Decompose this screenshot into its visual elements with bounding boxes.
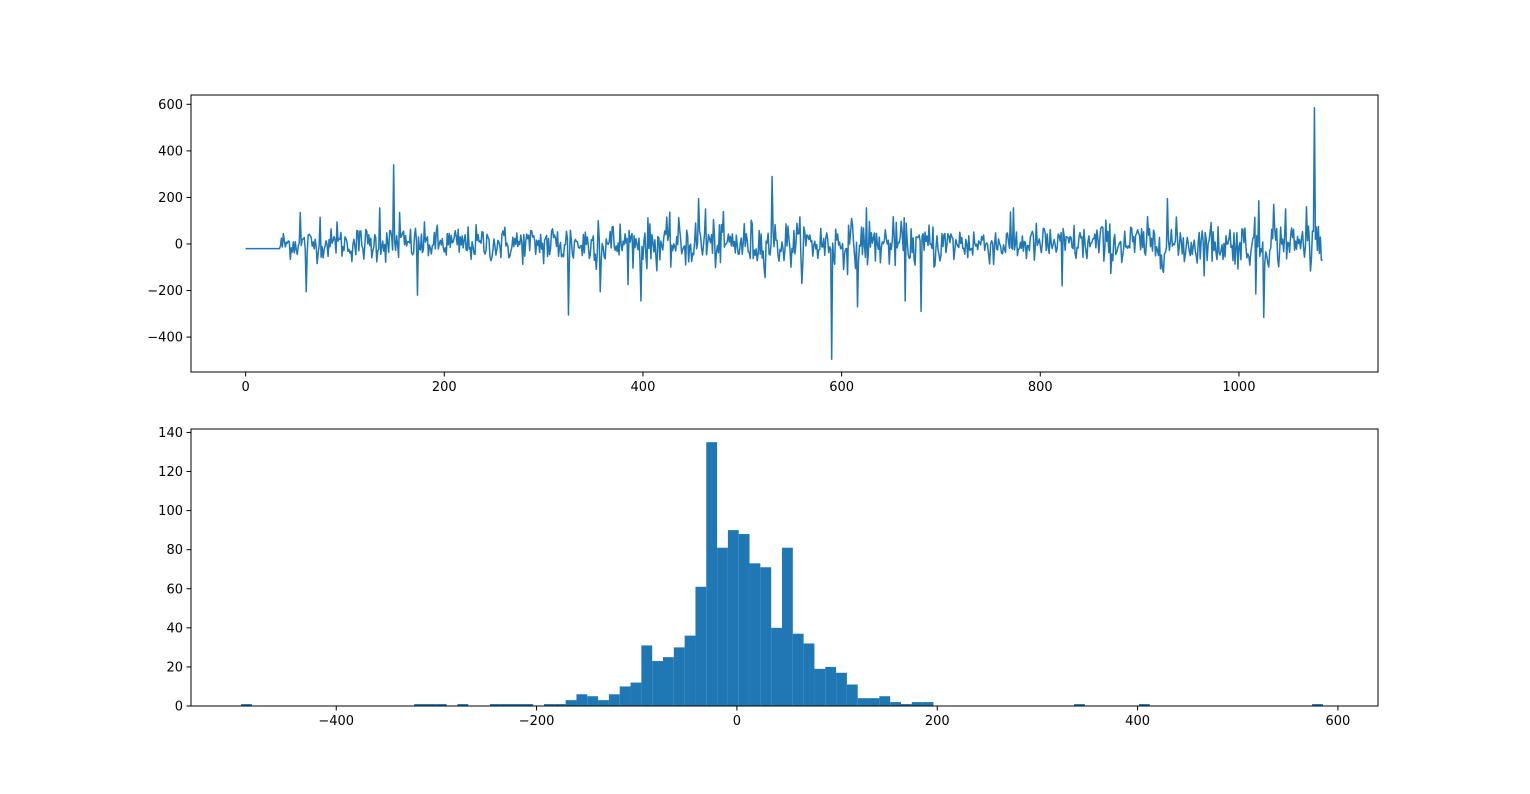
histogram-bars	[241, 442, 1323, 706]
histogram-y-tick-label: 80	[166, 543, 183, 558]
histogram-bar	[857, 698, 869, 706]
histogram-bar	[619, 686, 631, 706]
histogram-bar	[717, 547, 728, 706]
histogram-x-tick-label: 600	[1326, 714, 1351, 729]
histogram-bar	[911, 702, 923, 706]
histogram-bar	[846, 684, 858, 706]
time-series-y-tick-label: 600	[158, 98, 183, 113]
time-series-x-tick-label: 400	[631, 380, 656, 395]
histogram-y-tick-label: 100	[158, 504, 183, 519]
histogram-bar	[781, 547, 793, 706]
histogram-bar	[684, 635, 696, 706]
histogram-y-tick-label: 20	[166, 660, 183, 675]
histogram-bar	[706, 442, 718, 706]
histogram-bar	[673, 647, 685, 706]
time-series-y-ticks: −400 −200 0 200 400 600	[147, 98, 191, 346]
histogram-bar	[922, 702, 934, 706]
histogram-bar	[738, 534, 750, 706]
time-series-y-tick-label: 400	[158, 144, 183, 159]
histogram-bar	[565, 700, 577, 706]
histogram-bar	[900, 704, 912, 706]
histogram-bar	[1074, 704, 1085, 706]
time-series-x-tick-label: 600	[829, 380, 854, 395]
histogram-y-ticks: 0 20 40 60 80 100 120 140	[158, 426, 191, 715]
histogram-bar	[641, 645, 653, 706]
time-series-y-tick-label: 0	[175, 237, 183, 252]
histogram-x-tick-label: 200	[925, 714, 950, 729]
time-series-x-tick-label: 0	[241, 380, 249, 395]
histogram-x-ticks: −400 −200 0 200 400 600	[318, 706, 1350, 729]
histogram-bar	[511, 704, 523, 706]
histogram-x-tick-label: 400	[1125, 714, 1150, 729]
histogram-x-tick-label: −200	[519, 714, 555, 729]
histogram-bar	[879, 696, 891, 706]
histogram-bar	[771, 627, 782, 706]
time-series-plot	[245, 107, 1323, 360]
histogram-bar	[727, 530, 739, 706]
histogram-bar	[457, 704, 469, 706]
histogram-bar	[868, 698, 880, 706]
histogram-bar	[522, 704, 534, 706]
histogram-bar	[749, 563, 761, 706]
histogram-bar	[608, 694, 620, 706]
time-series-axes: 0 200 400 600 800 1000 −400 −200 0 200 400 600	[147, 94, 1379, 395]
histogram-axes: −400 −200 0 200 400 600 0 20 40 60 80 100 120 140	[158, 426, 1379, 729]
histogram-bar	[489, 704, 501, 706]
histogram-bar	[598, 700, 609, 706]
histogram-bar	[554, 704, 566, 706]
histogram-bar	[695, 586, 707, 706]
histogram-y-tick-label: 40	[166, 621, 183, 636]
histogram-y-tick-label: 60	[166, 582, 183, 597]
histogram-bar	[652, 661, 663, 706]
histogram-bar	[1312, 704, 1323, 706]
time-series-line	[245, 107, 1323, 360]
histogram-bar	[414, 704, 425, 706]
time-series-frame	[190, 94, 1379, 373]
histogram-bar	[424, 704, 436, 706]
histogram-bar	[890, 702, 901, 706]
histogram-x-tick-label: −400	[318, 714, 354, 729]
histogram-bar	[836, 672, 847, 706]
histogram-bar	[760, 567, 772, 706]
time-series-y-tick-label: −200	[147, 284, 183, 299]
histogram-y-tick-label: 140	[158, 426, 183, 441]
time-series-x-tick-label: 200	[432, 380, 457, 395]
time-series-y-tick-label: −400	[147, 331, 183, 346]
histogram-bar	[241, 704, 252, 706]
histogram-bar	[662, 657, 674, 706]
histogram-bar	[814, 668, 826, 706]
histogram-bar	[543, 704, 555, 706]
histogram-bar	[576, 694, 588, 706]
histogram-y-tick-label: 120	[158, 465, 183, 480]
histogram-frame	[190, 428, 1379, 707]
histogram-y-tick-label: 0	[175, 700, 183, 715]
time-series-x-tick-label: 800	[1028, 380, 1053, 395]
histogram-bar	[792, 633, 804, 706]
histogram-x-tick-label: 0	[733, 714, 741, 729]
histogram-bar	[630, 682, 642, 706]
histogram-bar	[1138, 704, 1150, 706]
histogram-bar	[803, 643, 815, 706]
histogram-bar	[825, 666, 837, 706]
histogram-bar	[587, 696, 599, 706]
histogram-bar	[435, 704, 447, 706]
time-series-y-tick-label: 200	[158, 191, 183, 206]
time-series-x-ticks: 0 200 400 600 800 1000	[241, 372, 1255, 395]
histogram-bar	[500, 704, 512, 706]
time-series-x-tick-label: 1000	[1222, 380, 1255, 395]
